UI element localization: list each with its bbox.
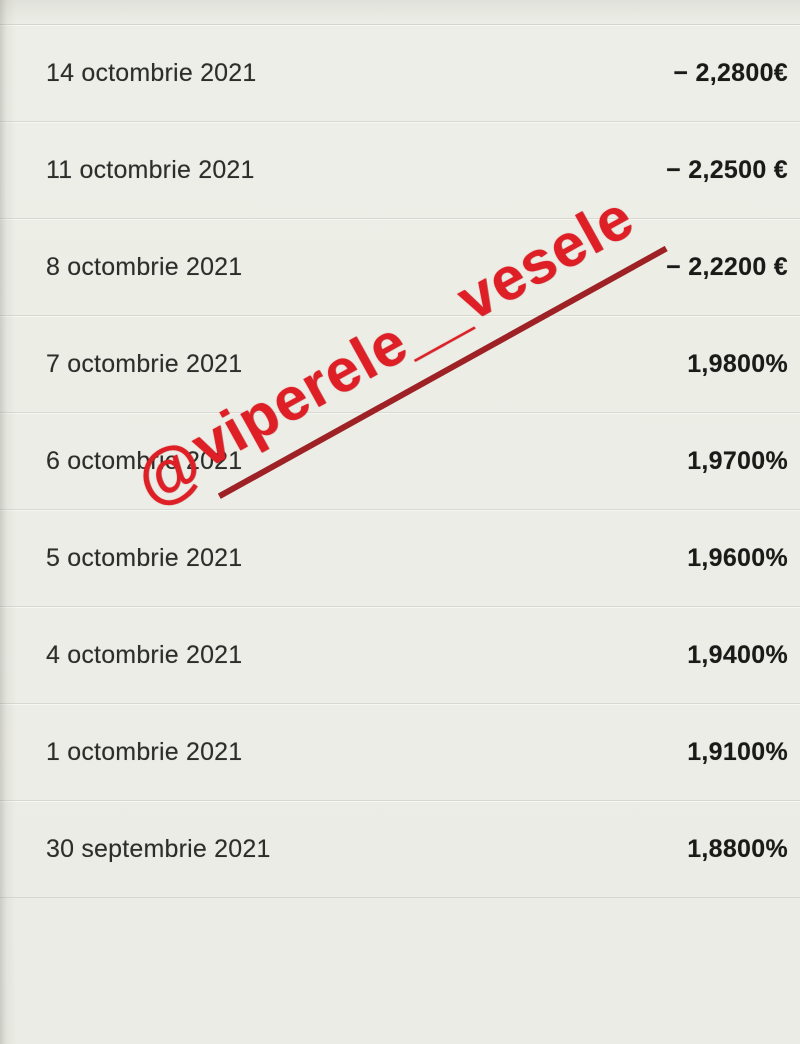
row-date: 1 octombrie 2021 [46, 737, 243, 766]
row-value: 1,9600% [687, 543, 788, 572]
row-value: 1,9400% [687, 640, 788, 669]
rate-row[interactable]: 4 octombrie 2021 1,9400% [0, 607, 800, 704]
rate-row[interactable]: 7 octombrie 2021 1,9800% [0, 316, 800, 413]
row-date: 5 octombrie 2021 [46, 543, 243, 572]
row-value: 1,8800% [687, 834, 788, 863]
rate-history-list: 14 octombrie 2021 − 2,2800€ 11 octombrie… [0, 24, 800, 898]
row-date: 14 octombrie 2021 [46, 58, 257, 87]
row-value: − 2,2200 € [666, 252, 788, 281]
rate-row[interactable]: 1 octombrie 2021 1,9100% [0, 704, 800, 801]
row-date: 7 octombrie 2021 [46, 349, 243, 378]
row-date: 11 octombrie 2021 [46, 155, 255, 184]
rate-row[interactable]: 30 septembrie 2021 1,8800% [0, 801, 800, 898]
row-value: − 2,2500 € [666, 155, 788, 184]
rate-row[interactable]: 8 octombrie 2021 − 2,2200 € [0, 219, 800, 316]
row-value: 1,9700% [687, 446, 788, 475]
rate-row[interactable]: 14 octombrie 2021 − 2,2800€ [0, 25, 800, 122]
row-date: 6 octombrie 2021 [46, 446, 243, 475]
rate-row[interactable]: 11 octombrie 2021 − 2,2500 € [0, 122, 800, 219]
rate-row[interactable]: 6 octombrie 2021 1,9700% [0, 413, 800, 510]
rate-row[interactable]: 5 octombrie 2021 1,9600% [0, 510, 800, 607]
row-value: − 2,2800€ [673, 58, 788, 87]
row-date: 4 octombrie 2021 [46, 640, 243, 669]
screen-top-edge-shadow [0, 0, 800, 26]
row-value: 1,9100% [687, 737, 788, 766]
row-value: 1,9800% [687, 349, 788, 378]
row-date: 30 septembrie 2021 [46, 834, 271, 863]
row-date: 8 octombrie 2021 [46, 252, 243, 281]
